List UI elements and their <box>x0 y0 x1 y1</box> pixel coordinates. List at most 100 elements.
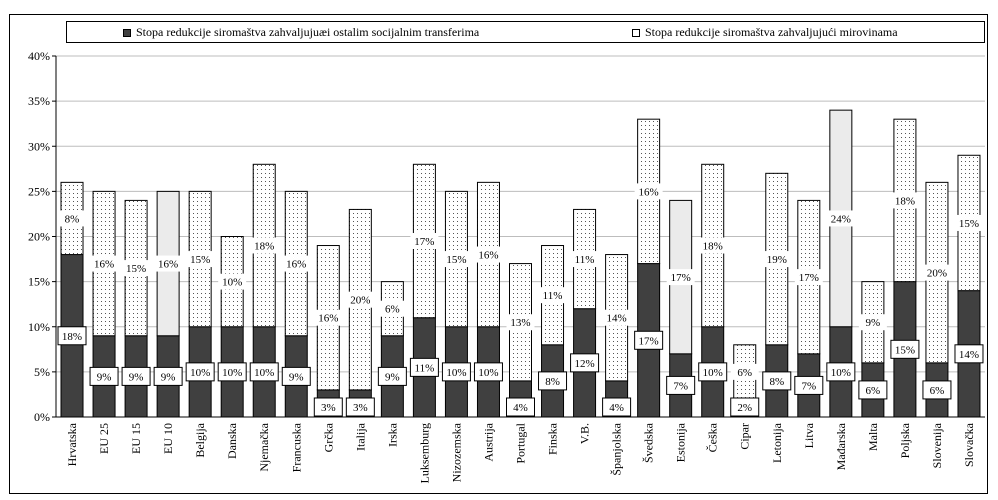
x-tick-label: Švedska <box>642 422 656 463</box>
data-label-pensions: 16% <box>282 255 311 272</box>
data-label-box <box>570 353 600 373</box>
data-label-bg <box>794 269 823 286</box>
data-label-pensions: 16% <box>634 183 663 200</box>
x-tick-label: Litva <box>802 422 816 448</box>
x-tick-label: Češka <box>706 422 720 452</box>
data-label-box <box>666 375 696 395</box>
data-label-other-transfers: 3% <box>313 397 343 417</box>
x-tick-label: Irska <box>385 422 399 447</box>
data-label-box <box>249 362 279 382</box>
data-label-text: 14% <box>959 349 979 361</box>
x-tick-label: Njemačka <box>257 422 271 471</box>
data-label-text: 16% <box>478 250 498 262</box>
chart-frame <box>9 14 988 494</box>
data-label-box <box>730 397 760 417</box>
data-label-box <box>345 397 375 417</box>
data-label-text: 11% <box>543 290 563 302</box>
data-label-other-transfers: 6% <box>858 380 888 400</box>
data-label-bg <box>666 269 695 286</box>
data-label-text: 17% <box>671 272 691 284</box>
data-label-text: 16% <box>318 313 338 325</box>
data-label-text: 20% <box>350 295 370 307</box>
y-tick-label: 40% <box>28 49 50 63</box>
x-tick-label: EU 10 <box>161 423 175 454</box>
data-label-bg <box>154 255 183 272</box>
data-label-other-transfers: 15% <box>890 339 920 359</box>
data-label-pensions: 17% <box>794 269 823 286</box>
data-label-box <box>409 357 439 377</box>
data-label-box <box>858 380 888 400</box>
x-tick-label: Finska <box>546 422 560 455</box>
data-label-box <box>602 397 632 417</box>
data-label-other-transfers: 10% <box>441 362 471 382</box>
data-label-text: 9% <box>161 371 176 383</box>
data-label-box <box>954 344 984 364</box>
data-label-bg <box>410 233 439 250</box>
legend-swatch-dark <box>123 28 131 37</box>
data-label-pensions: 16% <box>314 309 343 326</box>
data-label-box <box>121 366 151 386</box>
data-label-text: 17% <box>799 272 819 284</box>
data-label-text: 7% <box>801 380 816 392</box>
data-label-box <box>890 339 920 359</box>
data-label-box <box>217 362 247 382</box>
data-label-other-transfers: 18% <box>57 326 87 346</box>
x-tick-label: Slovenija <box>930 422 944 468</box>
data-label-pensions: 6% <box>730 363 759 380</box>
data-label-other-transfers: 4% <box>602 397 632 417</box>
data-label-bg <box>90 255 119 272</box>
data-label-text: 15% <box>959 218 979 230</box>
data-label-text: 16% <box>158 259 178 271</box>
data-label-text: 16% <box>639 186 659 198</box>
data-label-pensions: 15% <box>442 251 471 268</box>
x-tick-label: Mađarska <box>834 422 848 470</box>
data-label-bg <box>538 287 567 304</box>
data-label-text: 10% <box>703 367 723 379</box>
data-label-bg <box>922 264 951 281</box>
data-label-other-transfers: 14% <box>954 344 984 364</box>
data-label-bg <box>314 309 343 326</box>
y-tick-label: 20% <box>28 230 50 244</box>
data-label-text: 4% <box>513 402 528 414</box>
data-label-text: 10% <box>222 367 242 379</box>
data-label-text: 18% <box>254 241 274 253</box>
data-label-pensions: 18% <box>250 237 279 254</box>
data-label-box <box>441 362 471 382</box>
data-label-pensions: 11% <box>538 287 567 304</box>
data-label-pensions: 19% <box>762 251 791 268</box>
data-label-text: 10% <box>478 367 498 379</box>
y-tick-label: 25% <box>28 184 50 198</box>
data-label-text: 13% <box>510 317 530 329</box>
data-label-other-transfers: 10% <box>217 362 247 382</box>
data-label-text: 11% <box>575 254 595 266</box>
data-label-bg <box>570 251 599 268</box>
data-label-bg <box>826 210 855 227</box>
data-label-text: 15% <box>446 254 466 266</box>
x-tick-label: V.B. <box>578 423 592 444</box>
data-label-pensions: 15% <box>186 251 215 268</box>
data-label-other-transfers: 10% <box>473 362 503 382</box>
data-label-pensions: 6% <box>378 300 407 317</box>
data-label-text: 6% <box>866 385 881 397</box>
data-label-other-transfers: 9% <box>377 366 407 386</box>
data-labels: 18% 8% 9% 16% 9% 15% 9% 16% 10% 15% 10% 10% 10% 18% 9%… <box>57 183 984 417</box>
y-tick-label: 0% <box>34 410 50 424</box>
x-tick-label: Malta <box>866 422 880 451</box>
data-label-other-transfers: 12% <box>570 353 600 373</box>
data-label-other-transfers: 2% <box>730 397 760 417</box>
legend-label-pensions: Stopa redukcije siromaštva zahvaljujući … <box>645 25 898 39</box>
x-tick-label: Belgija <box>193 422 207 457</box>
data-label-text: 9% <box>129 371 144 383</box>
data-label-text: 10% <box>831 367 851 379</box>
y-tick-label: 5% <box>34 365 50 379</box>
data-label-bg <box>890 192 919 209</box>
x-tick-label: Francuska <box>289 422 303 472</box>
x-tick-label: Slovačka <box>962 422 976 467</box>
data-label-text: 9% <box>97 371 112 383</box>
data-label-box <box>89 366 119 386</box>
x-tick-label: Poljska <box>898 422 912 458</box>
data-label-pensions: 20% <box>346 291 375 308</box>
data-label-text: 3% <box>321 402 336 414</box>
data-label-box <box>377 366 407 386</box>
